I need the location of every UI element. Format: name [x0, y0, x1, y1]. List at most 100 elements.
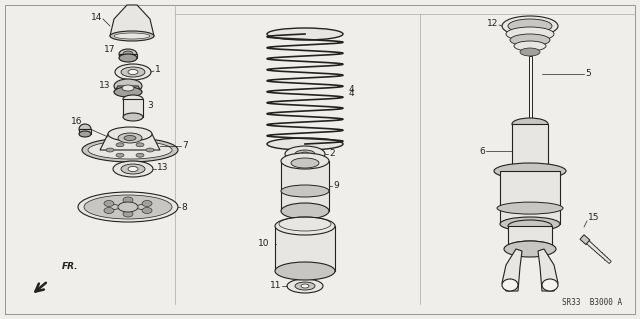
Ellipse shape — [118, 202, 138, 212]
Ellipse shape — [128, 70, 138, 75]
Text: 16: 16 — [71, 116, 83, 125]
Bar — [512, 124, 548, 171]
Ellipse shape — [108, 127, 152, 141]
Ellipse shape — [295, 150, 315, 158]
Bar — [500, 171, 560, 224]
Ellipse shape — [285, 146, 325, 162]
Ellipse shape — [295, 282, 315, 290]
Ellipse shape — [506, 27, 554, 41]
Ellipse shape — [123, 211, 133, 217]
Ellipse shape — [281, 185, 329, 197]
Text: FR.: FR. — [62, 262, 79, 271]
Ellipse shape — [281, 203, 329, 219]
Ellipse shape — [79, 124, 91, 134]
Ellipse shape — [119, 54, 137, 62]
Ellipse shape — [510, 34, 550, 46]
Ellipse shape — [281, 153, 329, 169]
Text: 1: 1 — [155, 65, 161, 75]
Ellipse shape — [142, 201, 152, 206]
Ellipse shape — [119, 49, 137, 59]
Ellipse shape — [82, 138, 178, 162]
Text: 7: 7 — [182, 142, 188, 151]
Ellipse shape — [113, 161, 153, 177]
Text: 2: 2 — [329, 150, 335, 159]
Ellipse shape — [287, 279, 323, 293]
Ellipse shape — [542, 279, 558, 291]
Ellipse shape — [508, 19, 552, 33]
Ellipse shape — [494, 163, 566, 179]
Ellipse shape — [142, 207, 152, 213]
Ellipse shape — [121, 67, 145, 77]
Ellipse shape — [122, 85, 134, 91]
Ellipse shape — [136, 143, 144, 147]
Text: 15: 15 — [588, 212, 600, 221]
Polygon shape — [538, 249, 558, 291]
Polygon shape — [502, 249, 522, 291]
Ellipse shape — [512, 166, 548, 176]
Ellipse shape — [115, 64, 151, 80]
Text: 4: 4 — [349, 85, 355, 93]
Text: 9: 9 — [333, 182, 339, 190]
Ellipse shape — [504, 241, 556, 257]
Ellipse shape — [123, 51, 133, 57]
Ellipse shape — [512, 118, 548, 130]
Ellipse shape — [114, 79, 142, 93]
Ellipse shape — [267, 28, 343, 40]
Ellipse shape — [520, 48, 540, 56]
Ellipse shape — [114, 87, 142, 97]
Text: 5: 5 — [585, 70, 591, 78]
Text: 10: 10 — [257, 240, 269, 249]
Bar — [79, 129, 91, 134]
Text: 3: 3 — [147, 101, 153, 110]
Polygon shape — [580, 235, 590, 245]
Text: SR33  B3000 A: SR33 B3000 A — [562, 298, 622, 307]
Bar — [123, 99, 143, 117]
Ellipse shape — [114, 33, 150, 39]
Ellipse shape — [121, 164, 145, 174]
Bar — [508, 226, 552, 247]
Text: 14: 14 — [91, 12, 102, 21]
Ellipse shape — [267, 138, 343, 150]
Ellipse shape — [84, 195, 172, 219]
Ellipse shape — [514, 41, 546, 51]
Ellipse shape — [146, 148, 154, 152]
Polygon shape — [114, 86, 142, 92]
Polygon shape — [100, 134, 160, 150]
Ellipse shape — [502, 16, 558, 36]
Text: 13: 13 — [157, 164, 168, 173]
Polygon shape — [587, 241, 611, 263]
Ellipse shape — [118, 133, 142, 143]
Text: 4: 4 — [349, 90, 355, 99]
Ellipse shape — [123, 197, 133, 203]
Ellipse shape — [124, 136, 136, 140]
Ellipse shape — [301, 284, 309, 288]
Text: 12: 12 — [486, 19, 498, 28]
Ellipse shape — [500, 217, 560, 231]
Ellipse shape — [88, 141, 172, 159]
Ellipse shape — [502, 279, 518, 291]
Ellipse shape — [104, 201, 114, 206]
Bar — [529, 56, 531, 124]
Ellipse shape — [116, 153, 124, 157]
Ellipse shape — [106, 148, 114, 152]
Text: 6: 6 — [479, 146, 485, 155]
Ellipse shape — [123, 113, 143, 121]
Ellipse shape — [497, 202, 563, 214]
Text: 13: 13 — [99, 80, 110, 90]
Ellipse shape — [110, 31, 154, 41]
Ellipse shape — [104, 207, 114, 213]
Text: 11: 11 — [269, 281, 281, 291]
Ellipse shape — [301, 152, 309, 156]
Ellipse shape — [123, 95, 143, 103]
Text: 8: 8 — [181, 203, 187, 211]
Ellipse shape — [275, 262, 335, 280]
Polygon shape — [119, 54, 137, 58]
Polygon shape — [110, 5, 154, 36]
Ellipse shape — [136, 153, 144, 157]
Ellipse shape — [79, 131, 91, 137]
Ellipse shape — [78, 192, 178, 222]
Ellipse shape — [128, 167, 138, 172]
Polygon shape — [281, 161, 329, 211]
Text: 17: 17 — [104, 46, 115, 55]
Polygon shape — [275, 226, 335, 271]
